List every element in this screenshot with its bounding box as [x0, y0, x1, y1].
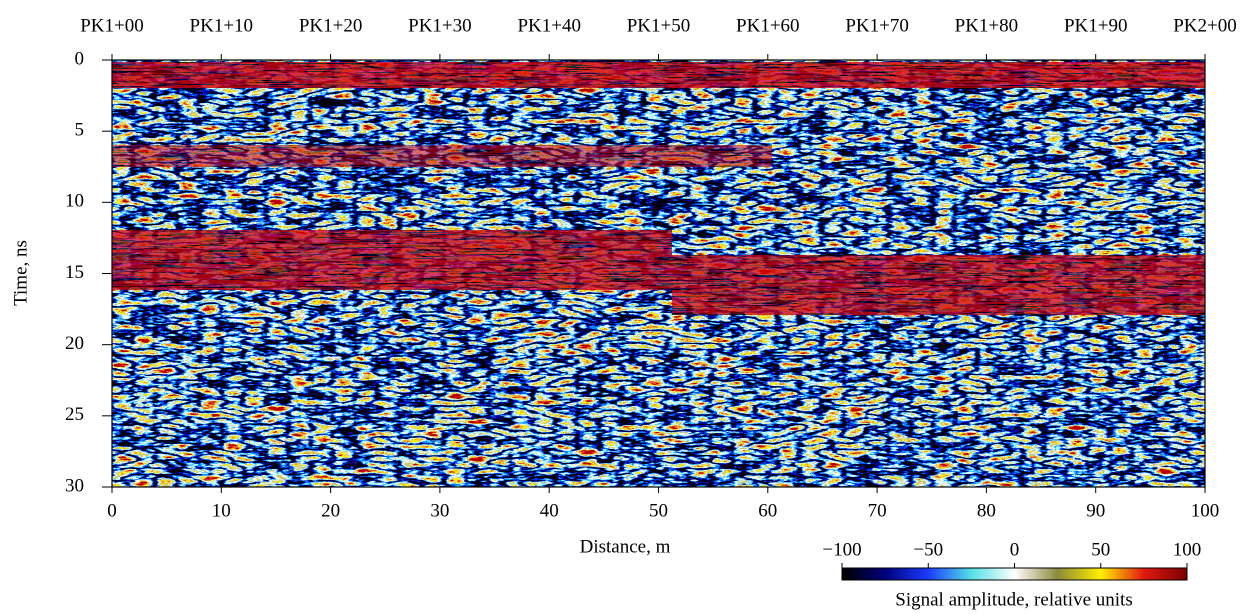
x-tick-label: 40 — [540, 500, 559, 521]
x-tick-label: 70 — [868, 500, 887, 521]
x-tick-label: 100 — [1191, 500, 1220, 521]
colorbar-tick-label: 0 — [1010, 539, 1020, 560]
x-tick-label: 0 — [107, 500, 117, 521]
y-tick-label: 25 — [65, 404, 84, 425]
colorbar-label: Signal amplitude, relative units — [895, 589, 1132, 610]
x-tick-label: 50 — [649, 500, 668, 521]
y-tick-label: 30 — [65, 475, 84, 496]
reflector-band — [112, 230, 672, 290]
x-axis-label: Distance, m — [580, 536, 671, 557]
y-tick-label: 20 — [65, 333, 84, 354]
colorbar-tick-label: −50 — [913, 539, 943, 560]
y-tick-label: 5 — [75, 120, 85, 141]
reflector-band — [112, 145, 772, 167]
colorbar-tick-label: 50 — [1091, 539, 1110, 560]
x2-tick-label: PK1+50 — [627, 15, 691, 36]
y-tick-label: 15 — [65, 262, 84, 283]
x-tick-label: 20 — [321, 500, 340, 521]
x-tick-label: 60 — [758, 500, 777, 521]
reflector-band — [112, 62, 1205, 88]
x-tick-label: 30 — [430, 500, 449, 521]
x2-tick-label: PK1+90 — [1064, 15, 1128, 36]
plot-area — [112, 60, 1205, 487]
x2-tick-label: PK2+00 — [1173, 15, 1237, 36]
reflector-band — [672, 255, 1205, 315]
x-tick-label: 90 — [1086, 500, 1105, 521]
x2-tick-label: PK1+20 — [299, 15, 363, 36]
x2-tick-label: PK1+60 — [736, 15, 800, 36]
x-tick-label: 80 — [977, 500, 996, 521]
y-tick-label: 10 — [65, 191, 84, 212]
x2-tick-label: PK1+10 — [190, 15, 254, 36]
y-axis-label: Time, ns — [10, 240, 31, 306]
x-tick-label: 10 — [212, 500, 231, 521]
x2-tick-label: PK1+00 — [80, 15, 144, 36]
x2-tick-label: PK1+30 — [408, 15, 472, 36]
x2-tick-label: PK1+70 — [845, 15, 909, 36]
colorbar — [841, 567, 1188, 581]
y-tick-label: 0 — [75, 48, 85, 69]
x2-tick-label: PK1+80 — [955, 15, 1019, 36]
colorbar-tick-label: −100 — [822, 539, 861, 560]
x2-tick-label: PK1+40 — [517, 15, 581, 36]
colorbar-tick-label: 100 — [1173, 539, 1202, 560]
